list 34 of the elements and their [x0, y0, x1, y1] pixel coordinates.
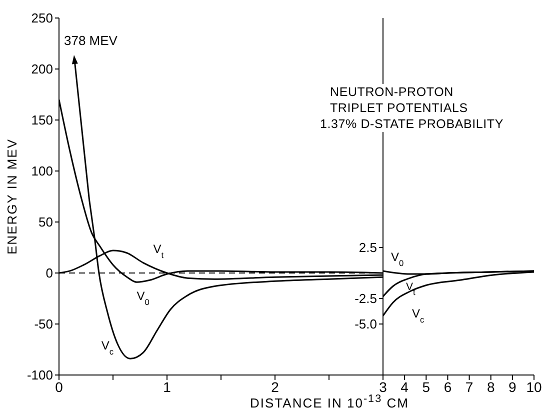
series-label: V$_{0}$ [391, 250, 404, 268]
x-tick-label: 3 [379, 378, 388, 395]
x-tick-label: 10 [526, 378, 542, 395]
y-tick-label: -50 [34, 316, 53, 332]
x-tick-label: 4 [400, 378, 409, 395]
annotation: 378 MEV [64, 33, 118, 48]
y-tick-label: 150 [31, 112, 53, 128]
annotation: NEUTRON-PROTON [329, 84, 454, 100]
y-tick-label: 200 [31, 62, 53, 77]
x-tick-label: 0 [55, 378, 64, 395]
x-tick-label: 8 [486, 378, 495, 395]
x-axis-title: DISTANCE IN 10$^{-13}$ CM [250, 393, 409, 410]
x-tick-label: 6 [444, 378, 452, 395]
series-label: V$_{c}$ [412, 306, 424, 324]
x-tick-label: 7 [465, 378, 474, 395]
y-tick-label: -100 [26, 368, 53, 383]
series-label: V$_{c}$ [101, 338, 114, 356]
x-tick-label: 2 [271, 378, 280, 395]
y-tick-label: 250 [31, 10, 53, 26]
y-axis-title: ENERGY IN MEV [4, 138, 20, 255]
y-tick-label: -2.5 [354, 291, 377, 306]
x-tick-label: 9 [508, 378, 517, 395]
series-label: V$_{t}$ [153, 242, 164, 260]
series-label: V$_{0}$ [136, 289, 150, 308]
y-tick-label: 50 [38, 214, 53, 230]
annotation: 1.37% D-STATE PROBABILITY [320, 116, 504, 132]
annotation: TRIPLET POTENTIALS [329, 100, 469, 116]
x-tick-label: 1 [163, 378, 172, 395]
x-tick-label: 5 [422, 378, 430, 395]
y-tick-label: 2.5 [358, 240, 377, 256]
y-tick-label: 100 [31, 164, 53, 179]
series-label: V$_{t}$ [406, 281, 416, 298]
y-tick-label: -5.0 [354, 316, 377, 332]
y-tick-label: 0 [46, 266, 53, 281]
